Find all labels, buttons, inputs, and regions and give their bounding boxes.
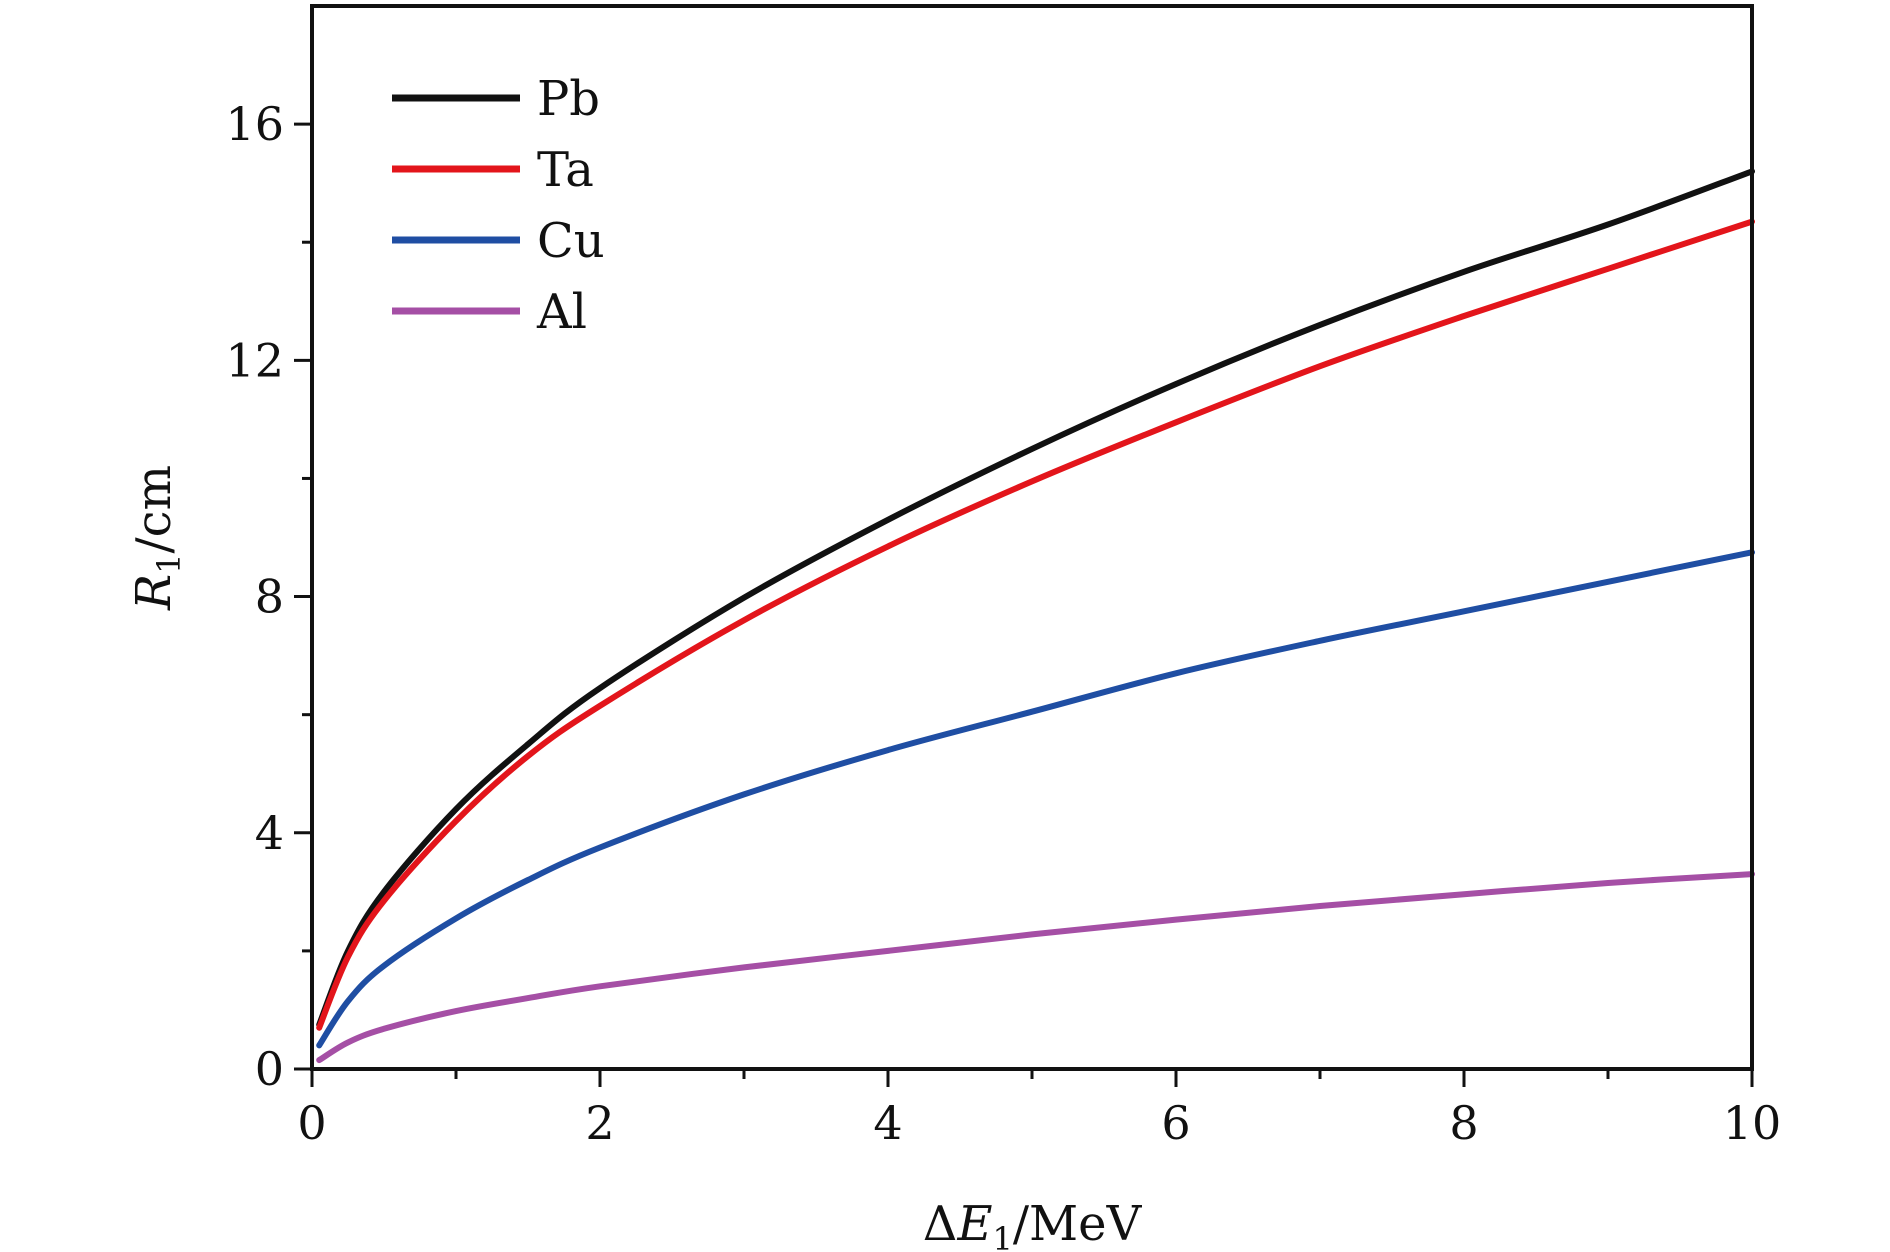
plot-frame [310, 4, 1754, 1071]
x-tick-label: 0 [297, 1096, 326, 1150]
legend-item-pb: Pb [392, 71, 600, 127]
y-axis-title: R1/cm [126, 465, 188, 611]
legend-label: Ta [537, 142, 594, 198]
legend-label: Al [536, 284, 587, 340]
series-line-pb [316, 168, 1755, 1028]
y-tick-label: 0 [255, 1042, 284, 1096]
plot-lines [316, 168, 1755, 1064]
x-tick-label: 2 [585, 1096, 614, 1150]
x-axis-title-unit: /MeV [1013, 1196, 1143, 1252]
x-tick-label: 6 [1161, 1096, 1190, 1150]
y-tick-label: 4 [255, 806, 284, 860]
x-axis-title-prefix: Δ [923, 1196, 958, 1252]
series-line-ta [316, 218, 1755, 1031]
y-tick-label: 12 [225, 333, 284, 387]
x-tick-label: 10 [1723, 1096, 1782, 1150]
series-line-cu [316, 549, 1755, 1049]
x-axis-title-sub: 1 [992, 1220, 1012, 1252]
y-tick-label: 16 [225, 97, 284, 151]
legend-item-al: Al [392, 284, 587, 340]
x-axis-title-var: E [956, 1196, 992, 1252]
axis-ticks [294, 122, 1754, 1087]
x-tick-label: 8 [1449, 1096, 1478, 1150]
y-axis-title-unit: /cm [126, 465, 182, 554]
axis-tick-labels: 0 2 4 6 8 10 0 4 8 12 16 [225, 97, 1781, 1150]
x-tick-label: 4 [873, 1096, 902, 1150]
legend: Pb Ta Cu Al [392, 71, 605, 340]
legend-item-ta: Ta [392, 142, 594, 198]
legend-label: Pb [537, 71, 600, 127]
x-axis-title: ΔE1/MeV [923, 1196, 1143, 1252]
y-tick-label: 8 [255, 570, 284, 624]
y-axis-title-var: R [126, 574, 182, 611]
legend-item-cu: Cu [392, 213, 605, 269]
legend-label: Cu [537, 213, 605, 269]
series-line-al [316, 871, 1755, 1064]
y-axis-title-sub: 1 [150, 554, 188, 574]
